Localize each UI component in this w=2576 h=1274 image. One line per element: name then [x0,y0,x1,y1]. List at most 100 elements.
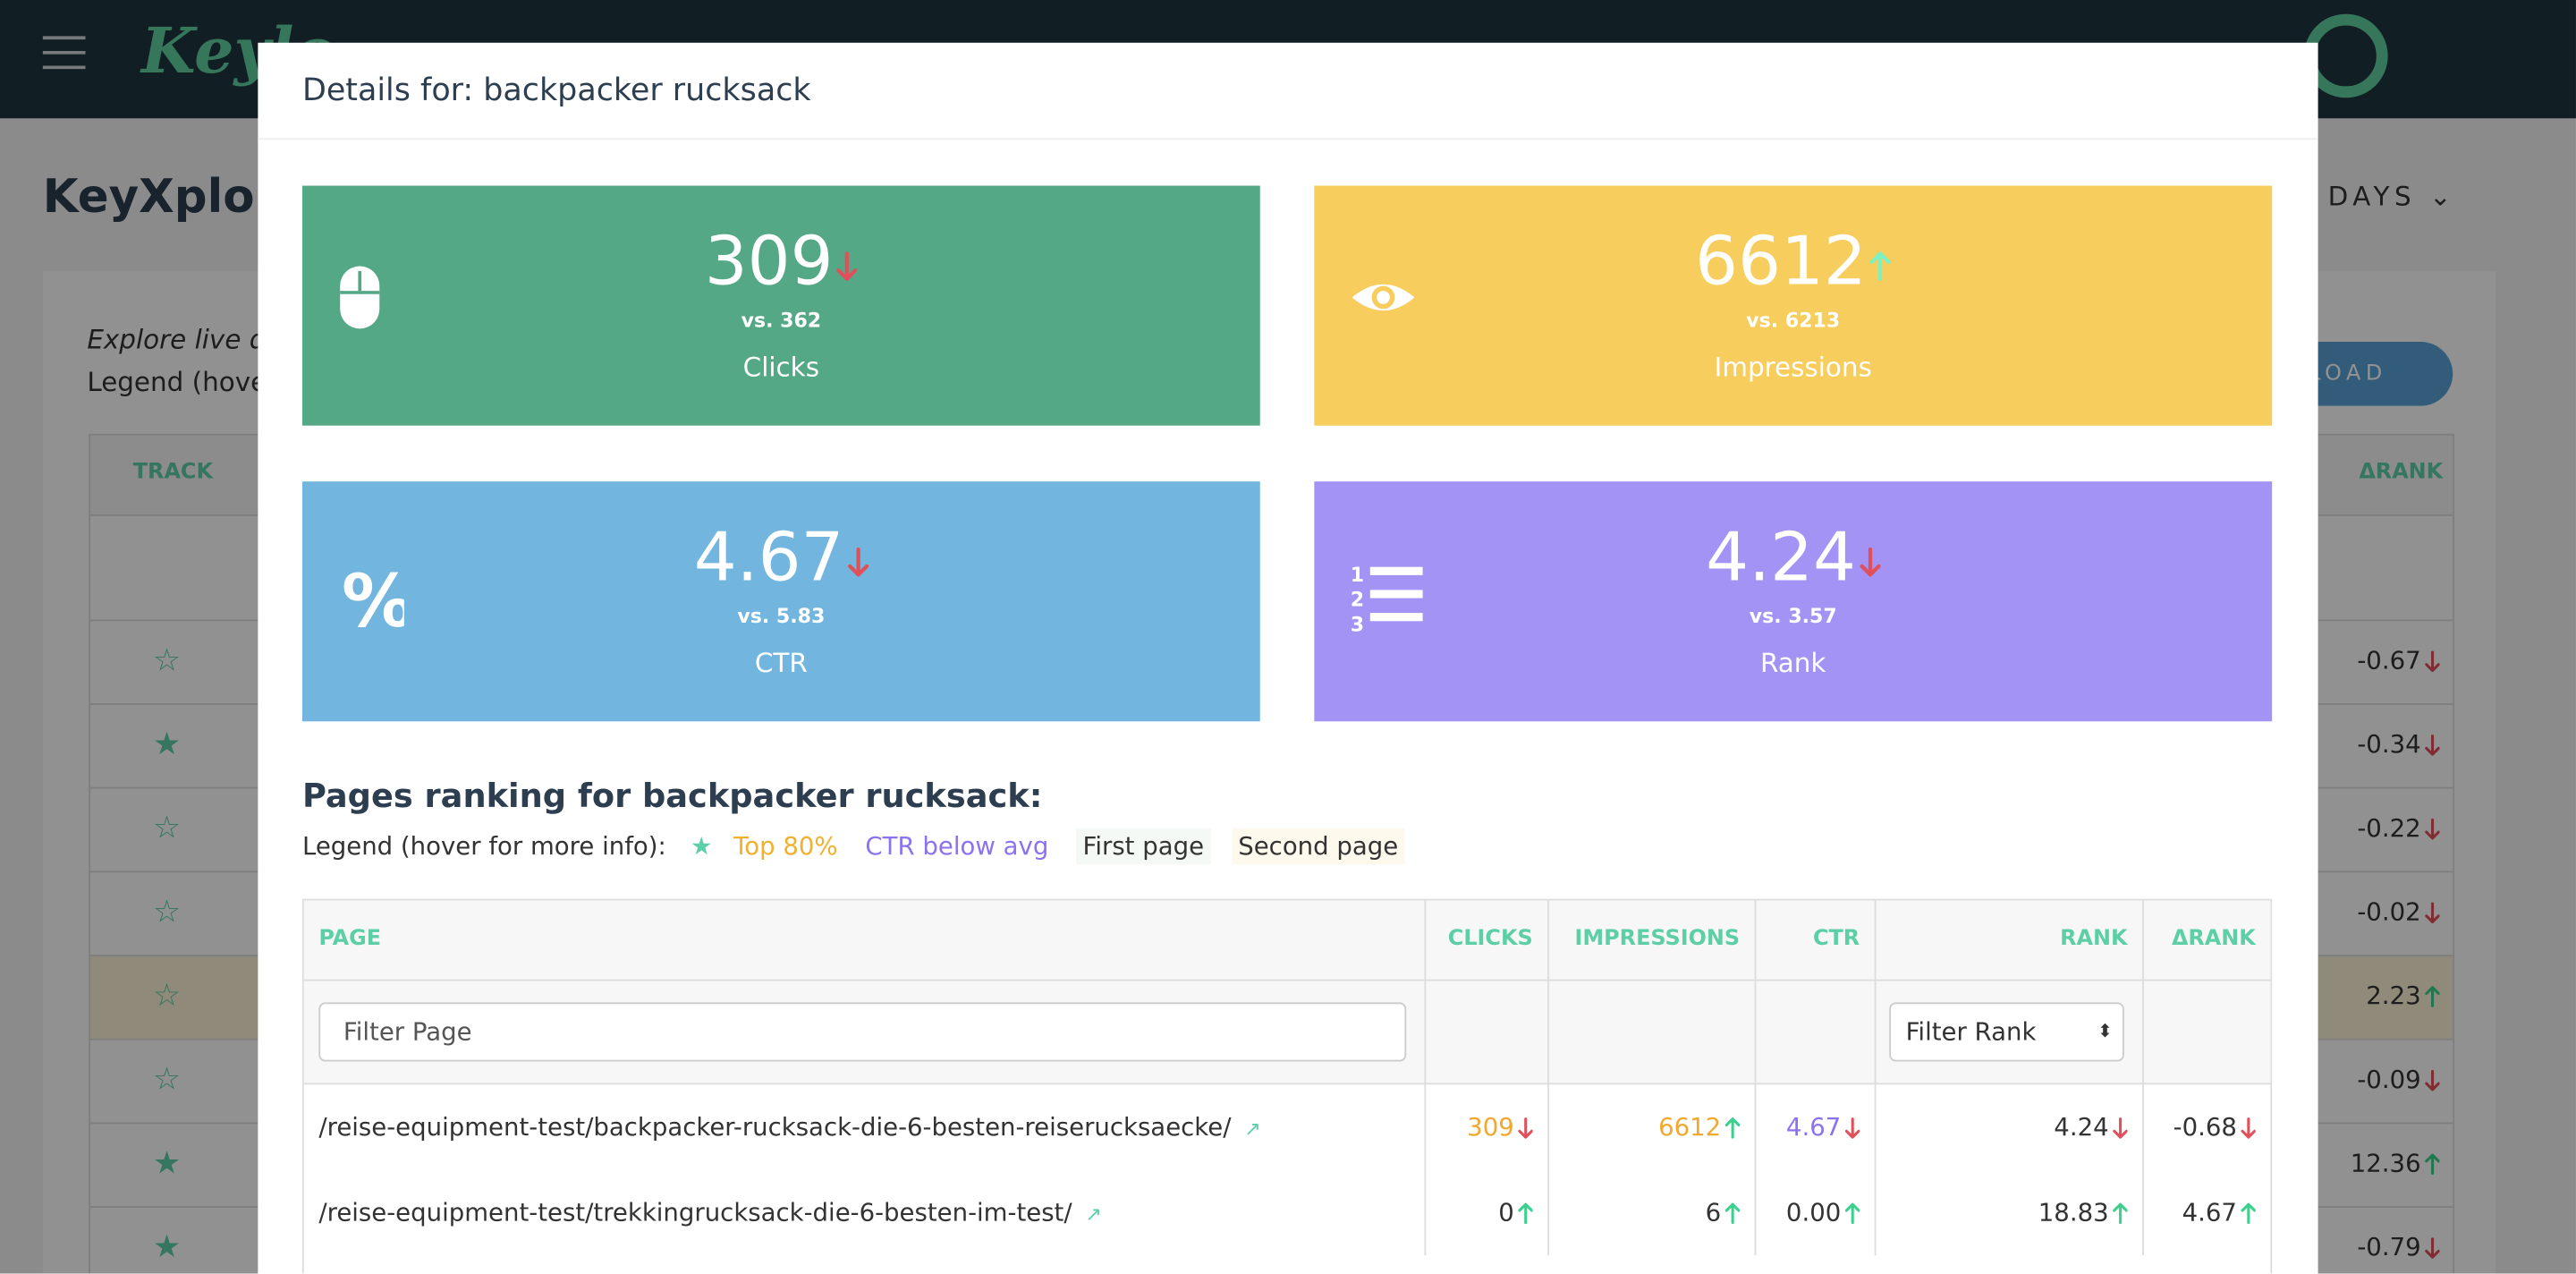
trend-arrow [1844,1202,1860,1225]
metric-value: 4.67 [2182,1197,2237,1228]
rank-delta-header: ΔRANK [2359,460,2444,485]
track-star[interactable]: ★ [152,1145,182,1182]
metric-value: 309 [1467,1112,1514,1142]
metric-value: 0.00 [1785,1197,1842,1228]
table-cell: 309 [1439,1084,1533,1170]
value-text: 309 [704,221,834,302]
trend-arrow [2424,735,2440,756]
track-star[interactable]: ☆ [152,810,182,846]
card-icon: 1 2 3 [1351,560,1426,639]
table-cell: /reise-equipment-test/backpacker-rucksac… [318,1084,1410,1170]
external-link[interactable]: ↗ [1244,1117,1261,1141]
card-compare: vs. 6213 [1746,309,1841,333]
trend-arrow [847,547,869,577]
trend-arrow [2424,1153,2440,1176]
track-star[interactable]: ☆ [152,642,182,679]
value-text: 6612 [1695,221,1867,302]
card-icon [338,265,381,337]
svg-text:%: % [342,560,404,633]
column-header[interactable]: CLICKS [1447,926,1533,952]
period-select[interactable]: DAYS ⌄ [2327,181,2457,212]
table-cell: 4.67 [1769,1084,1860,1170]
trend-arrow [2424,1069,2440,1091]
card-compare: vs. 5.83 [737,604,826,628]
legend: Legend (hover for more info): ★ Top 80% … [302,828,1405,865]
metric-value: 4.67 [1785,1112,1842,1142]
column-divider [2142,900,2144,1256]
modal-title: Details for: backpacker rucksack [301,72,811,109]
legend-second[interactable]: Second page [1231,828,1405,865]
external-link[interactable]: ↗ [1085,1202,1102,1227]
trend-arrow [1724,1117,1740,1139]
table-cell: 6 [1563,1170,1740,1256]
trend-arrow [1517,1202,1533,1225]
svg-text:3: 3 [1351,614,1364,633]
track-star[interactable]: ★ [152,1228,182,1266]
card-value: 6612 [1314,222,2272,301]
trend-arrow [1859,547,1881,577]
menu-icon[interactable] [42,33,89,76]
trend-arrow [1517,1117,1533,1139]
rank-delta: -0.67 [2357,646,2440,675]
table-cell: 4.67 [2157,1170,2256,1256]
column-header[interactable]: IMPRESSIONS [1574,926,1741,952]
rank-delta: -0.02 [2357,896,2440,927]
select-caret: ⬍ [2097,1020,2113,1042]
card-label: CTR [754,647,808,679]
track-star[interactable]: ☆ [152,894,182,930]
trend-arrow [1844,1117,1860,1139]
kpi-card: % 4.67 vs. 5.83 CTR [301,481,1260,722]
section-title: Pages ranking for backpacker rucksack: [301,775,1043,816]
legend-text: Legend (hover [87,366,278,398]
table-cell: 0 [1439,1170,1533,1256]
legend-ctr[interactable]: CTR below avg [865,831,1049,862]
rank-delta: 12.36 [2351,1149,2440,1178]
column-header[interactable]: CTR [1812,926,1860,952]
filter-rank-select[interactable]: Filter Rank ⬍ [1889,1002,2124,1062]
column-divider [1424,900,1427,1256]
trend-arrow [2112,1117,2128,1139]
column-header[interactable]: RANK [2060,926,2128,952]
pages-table: PAGE CLICKS IMPRESSIONS CTR RANK ΔRANK Filter … [301,898,2273,1274]
trend-arrow [2424,650,2440,673]
card-value: 4.24 [1314,518,2272,597]
legend-star[interactable]: ★ [690,831,713,862]
delta-value: -0.09 [2357,1065,2421,1095]
trend-arrow [2112,1202,2128,1225]
delta-value: 2.23 [2366,981,2421,1011]
track-star[interactable]: ☆ [152,977,182,1015]
column-header[interactable]: ΔRANK [2171,926,2256,952]
trend-arrow [2424,986,2440,1007]
kpi-card: 6612 vs. 6213 Impressions [1314,185,2273,426]
table-header-bg [303,900,2271,981]
page-url[interactable]: /reise-equipment-test/backpacker-rucksac… [318,1112,1232,1142]
card-value: 4.67 [302,518,1260,597]
trend-arrow [2240,1202,2256,1225]
column-divider [1874,900,1877,1256]
svg-text:1: 1 [1351,565,1364,587]
delta-value: -0.79 [2357,1232,2421,1262]
trend-arrow [1869,251,1891,281]
legend-first[interactable]: First page [1076,828,1211,865]
legend-top[interactable]: Top 80% [733,831,838,862]
rank-delta: 2.23 [2366,981,2440,1011]
filter-page-input[interactable]: Filter Page [318,1002,1407,1062]
svg-text:2: 2 [1351,590,1364,612]
column-header[interactable]: PAGE [318,926,382,952]
trend-arrow [1724,1202,1740,1225]
rank-delta: -0.34 [2357,729,2440,760]
column-divider [1547,900,1550,1256]
trend-arrow [836,251,858,281]
track-star[interactable]: ★ [152,726,182,763]
track-star[interactable]: ☆ [152,1061,182,1098]
metric-value: 0 [1498,1197,1514,1228]
page-url[interactable]: /reise-equipment-test/trekkingrucksack-d… [318,1197,1072,1228]
table-cell: /reise-equipment-test/trekkingrucksack-d… [318,1170,1410,1256]
details-modal: Details for: backpacker rucksack Pages r… [258,42,2318,1274]
delta-value: -0.02 [2357,896,2421,927]
card-icon [1351,265,1416,337]
card-compare: vs. 3.57 [1749,604,1837,628]
track-header: TRACK [132,460,213,485]
metric-value: 6612 [1658,1112,1722,1142]
card-icon: % [338,560,414,644]
